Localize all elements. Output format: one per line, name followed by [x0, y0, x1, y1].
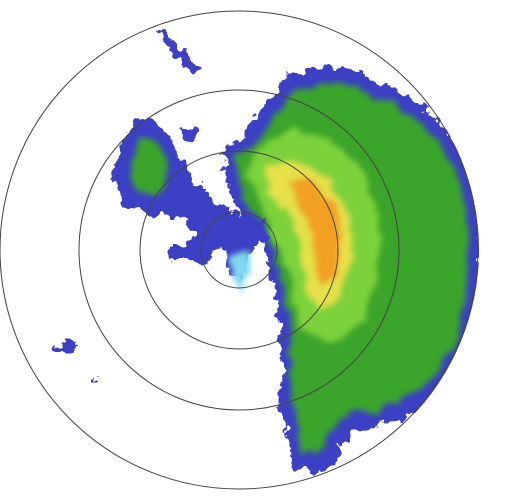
echo-west-green: [128, 140, 170, 195]
echo-west-cyan: [230, 250, 252, 290]
range-ring: [139, 150, 339, 350]
range-ring: [0, 10, 479, 490]
echo-speck-3: [92, 375, 98, 382]
echo-speck-1: [52, 340, 78, 352]
range-rings: [0, 10, 479, 490]
range-ring: [200, 211, 278, 289]
echo-north-strip: [155, 28, 200, 72]
echo-speck-2: [180, 128, 198, 142]
range-ring: [78, 89, 400, 411]
echoes: [52, 28, 479, 470]
echo-orange: [288, 178, 342, 285]
